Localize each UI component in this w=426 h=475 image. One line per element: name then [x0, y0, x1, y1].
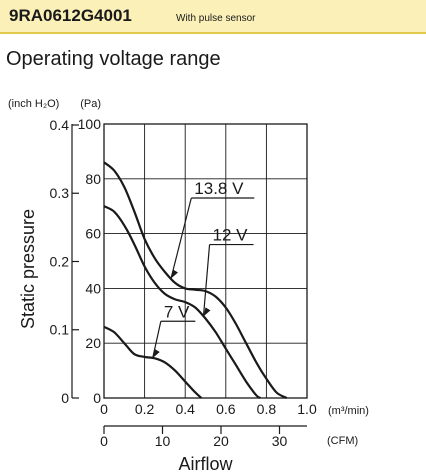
- x2-axis-unit: (CFM): [327, 435, 358, 447]
- x-tick-label: 1.0: [297, 401, 317, 417]
- x-axis-unit: (m³/min): [328, 405, 369, 417]
- y-axis-unit: (Pa): [80, 98, 101, 110]
- label-arrowhead: [170, 269, 178, 279]
- series-label: 7 V: [164, 302, 190, 321]
- x-tick-label: 0.2: [135, 401, 155, 417]
- grid: [104, 124, 307, 398]
- x2-tick-label: 30: [272, 433, 288, 449]
- model-number: 9RA0612G4001: [9, 6, 132, 25]
- label-leader: [170, 197, 192, 279]
- label-leader: [152, 321, 162, 359]
- label-leader: [202, 244, 211, 317]
- x2-tick-label: 0: [100, 433, 108, 449]
- series-label: 12 V: [213, 226, 249, 245]
- y2-tick-label: 0.1: [50, 322, 70, 338]
- y-tick-label: 20: [85, 335, 101, 351]
- x2-tick-label: 10: [155, 433, 171, 449]
- y-tick-label: 80: [85, 171, 101, 187]
- series-line: [103, 325, 203, 399]
- y-tick-label: 100: [78, 116, 102, 132]
- x-tick-label: 0.8: [257, 401, 277, 417]
- y-tick-label: 40: [85, 280, 101, 296]
- y2-tick-label: 0: [61, 390, 69, 406]
- labels: 13.8 V 12 V 7 V: [152, 179, 255, 359]
- y2-tick-label: 0.3: [50, 185, 70, 201]
- y2-tick-label: 0.4: [50, 117, 70, 133]
- section-title: Operating voltage range: [6, 48, 221, 70]
- y2-axis-unit: (inch H₂O): [8, 98, 59, 110]
- x-tick-label: 0.6: [216, 401, 236, 417]
- title-bar: 9RA0612G4001 With pulse sensor: [0, 0, 426, 34]
- series-line: [103, 161, 288, 399]
- series-label: 13.8 V: [194, 179, 244, 198]
- label-arrowhead: [152, 348, 160, 358]
- x-tick-label: 0: [100, 401, 108, 417]
- model-subtitle: With pulse sensor: [176, 13, 256, 24]
- y2-tick-label: 0.2: [50, 253, 70, 269]
- y-axis-title: Static pressure: [18, 209, 38, 329]
- series-line: [103, 205, 261, 399]
- curves: [103, 161, 288, 399]
- y-tick-label: 60: [85, 226, 101, 242]
- x2-tick-label: 20: [213, 433, 229, 449]
- x-tick-label: 0.4: [175, 401, 195, 417]
- plot-frame: [103, 123, 308, 399]
- x-axis-title: Airflow: [178, 454, 233, 474]
- label-arrowhead: [203, 307, 211, 317]
- axes: 0 0.2 0.4 0.6 0.8 1.0 (m³/min) 0 10 20 30 (CFM) Airf…: [8, 98, 369, 474]
- y-tick-label: 0: [93, 390, 101, 406]
